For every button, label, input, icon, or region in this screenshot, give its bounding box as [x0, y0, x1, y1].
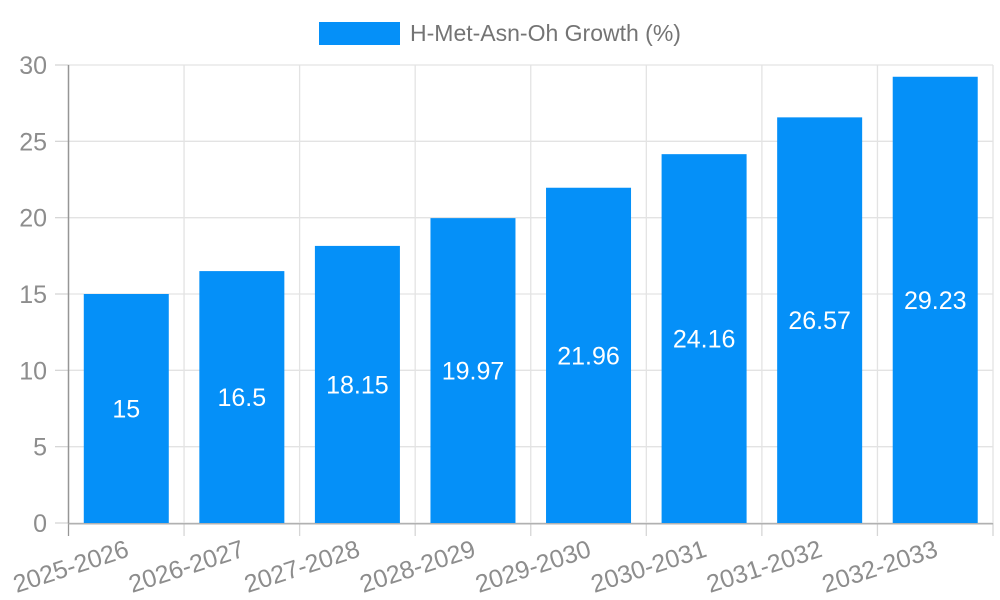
- x-tick-label: 2025-2026: [10, 535, 132, 599]
- bar[interactable]: [314, 245, 400, 523]
- bar[interactable]: [661, 154, 747, 523]
- bar[interactable]: [546, 187, 632, 523]
- y-tick-label: 25: [19, 128, 47, 156]
- x-tick-label: 2032-2033: [819, 535, 941, 599]
- y-tick-label: 5: [33, 434, 47, 462]
- bar[interactable]: [199, 271, 285, 523]
- bar[interactable]: [83, 294, 169, 523]
- bar[interactable]: [430, 218, 516, 523]
- x-tick-label: 2027-2028: [241, 535, 363, 599]
- legend-label: H-Met-Asn-Oh Growth (%): [410, 20, 681, 46]
- bar[interactable]: [777, 117, 863, 523]
- y-tick-label: 10: [19, 357, 47, 385]
- bar-value-label: 24.16: [673, 326, 736, 354]
- bar[interactable]: [892, 76, 978, 523]
- bar-value-label: 26.57: [788, 307, 851, 335]
- x-tick-label: 2030-2031: [588, 535, 710, 599]
- legend[interactable]: H-Met-Asn-Oh Growth (%): [0, 20, 1000, 47]
- x-tick-label: 2028-2029: [356, 535, 478, 599]
- bar-value-label: 16.5: [218, 384, 267, 412]
- legend-swatch: [319, 22, 401, 45]
- bar-value-label: 18.15: [326, 371, 389, 399]
- bar-value-label: 21.96: [557, 342, 620, 370]
- y-tick-label: 20: [19, 205, 47, 233]
- y-tick-label: 15: [19, 281, 47, 309]
- bar-value-label: 19.97: [442, 358, 505, 386]
- x-tick-label: 2026-2027: [125, 535, 247, 599]
- x-tick-label: 2031-2032: [703, 535, 825, 599]
- y-tick-label: 30: [19, 52, 47, 80]
- bar-value-label: 15: [112, 396, 140, 424]
- bar-value-label: 29.23: [904, 287, 967, 315]
- x-tick-label: 2029-2030: [472, 535, 594, 599]
- y-tick-label: 0: [33, 510, 47, 538]
